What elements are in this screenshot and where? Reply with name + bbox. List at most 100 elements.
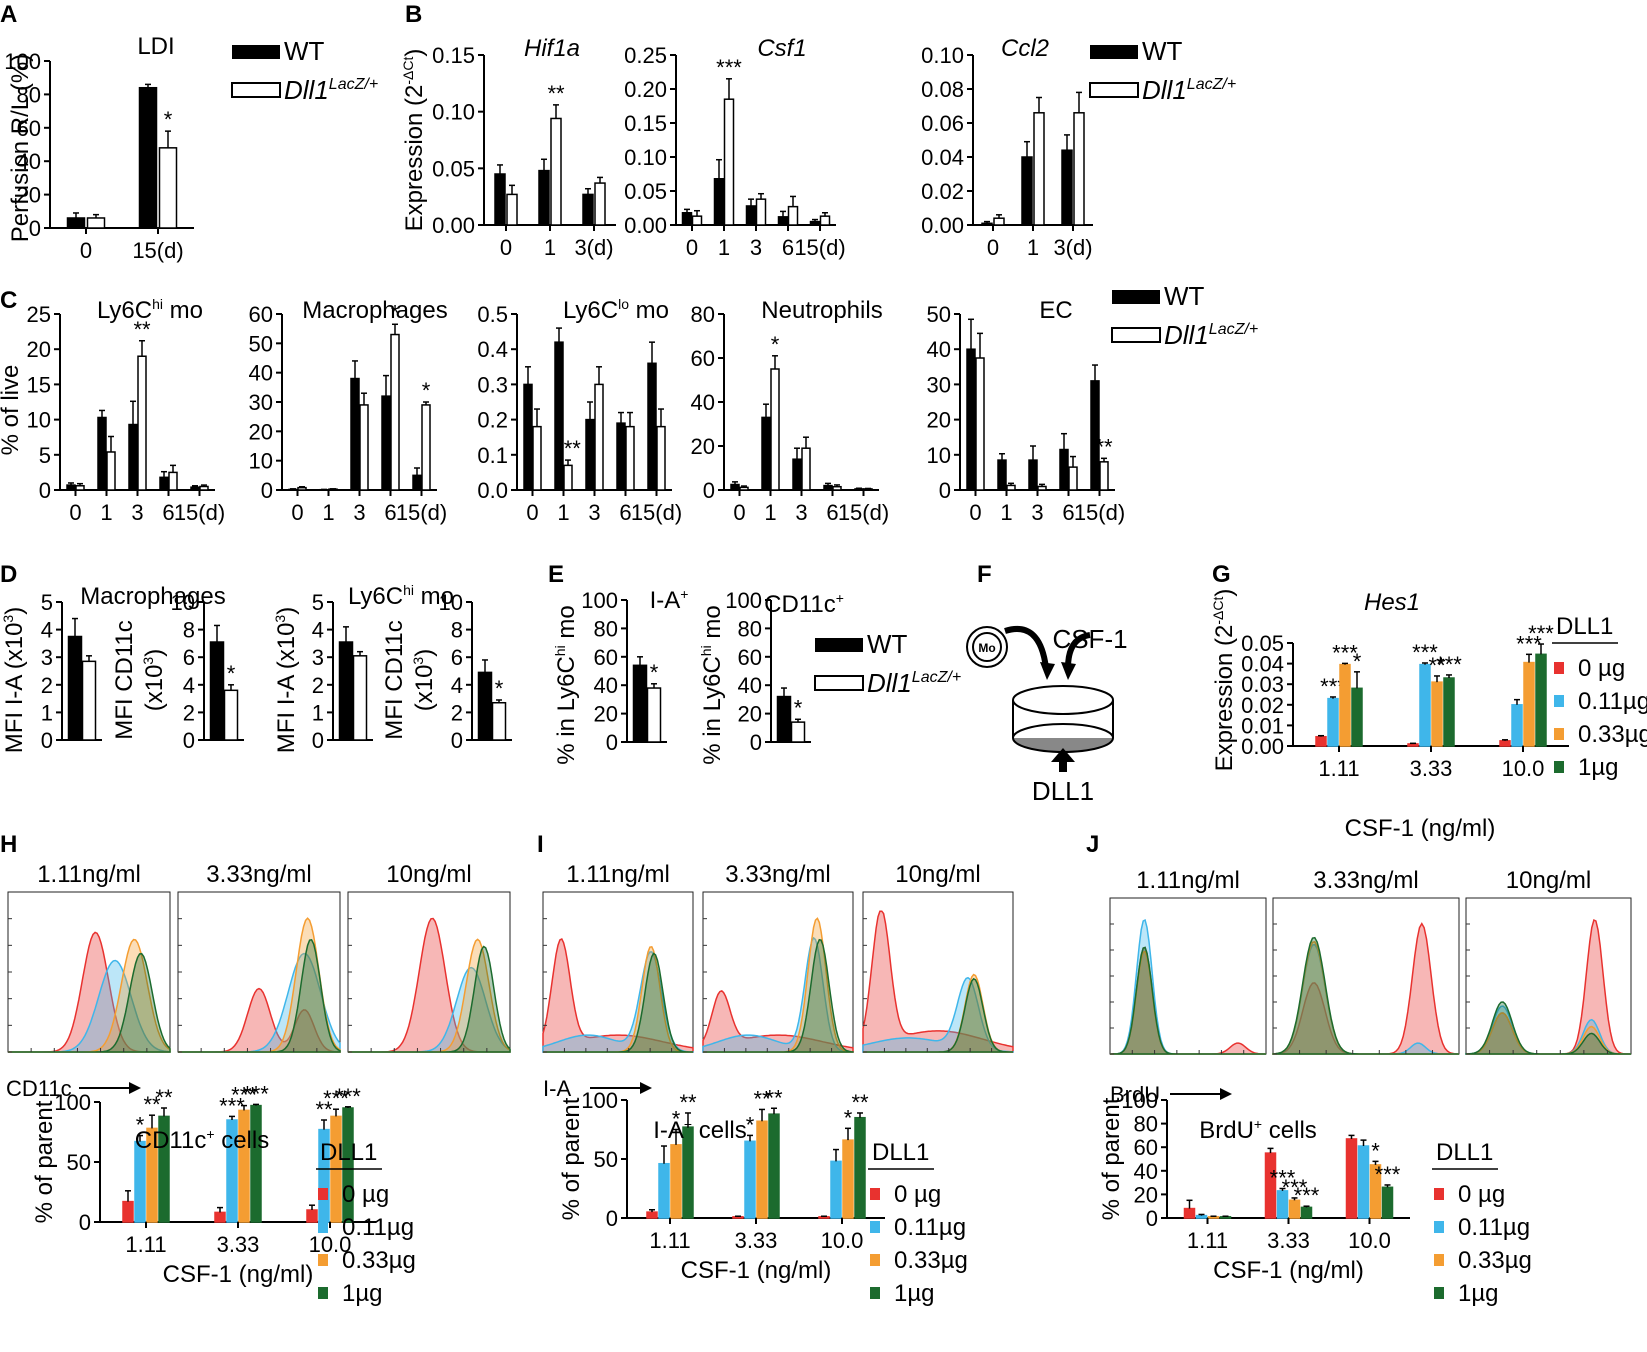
text-span: LacZ/+ [1187,76,1236,93]
y-tick-label: 40 [691,390,715,415]
x-tick-label: 1 [100,500,112,525]
significance-label: *** [335,1084,361,1109]
text-span: hi [552,645,568,656]
y-tick-label: 30 [927,372,951,397]
y-tick-label: 50 [594,1147,618,1172]
text-span: mo [553,605,580,645]
bar-033g [1339,663,1351,747]
y-tick-label: 0.05 [1241,631,1284,656]
bar-dll1lacz [158,147,178,229]
legend-label: 0 µg [342,1181,389,1208]
y-tick-label: 0 [261,478,273,503]
significance-label: *** [243,1081,269,1106]
text-span: Dll1 [1142,75,1187,105]
legend-label: 1µg [894,1280,935,1307]
histogram-curve [702,990,854,1053]
panel-label: E [548,561,564,588]
text-span: 3 [272,615,288,623]
y-tick-label: 0 [703,478,715,503]
text-span: hi [403,582,414,598]
y-tick-label: 1 [312,700,324,725]
x-tick-label: 1 [1000,500,1012,525]
legend-swatch-dll1 [814,675,864,691]
text-span: mo [629,297,669,324]
legend-swatch-dll1 [1111,327,1161,343]
x-tick-label: 10.0 [1348,1228,1391,1253]
text-span: + [684,1116,692,1132]
x-tick-label: 3.33 [735,1228,778,1253]
bar-011g [830,1160,842,1219]
significance-label: * [746,1112,755,1137]
y-tick-label: 0.02 [1241,693,1284,718]
y-tick-label: 0.3 [477,372,508,397]
chart-title: Ly6Chi mo [97,296,203,324]
x-axis-label: CSF-1 (ng/ml) [1345,815,1496,842]
histogram-plot: 10ng/ml [862,861,1014,1053]
panel-label: C [0,287,17,314]
x-tick-label: 1.11 [649,1228,690,1253]
bar-0g [1407,743,1419,747]
bar-dll1lacz [790,721,806,743]
legend-label: 1µg [342,1280,383,1307]
bar-wt [616,422,626,491]
chart-title: BrdU+ cells [1199,1116,1317,1144]
histogram-plot: 10ng/ml [347,861,511,1053]
y-tick-label: 0.10 [432,100,475,125]
y-tick-label: 0 [939,478,951,503]
histogram-plot: 3.33ng/ml [702,861,854,1053]
bar-dll1lacz [646,687,662,743]
histogram-axis-label: BrdU [1110,1082,1232,1107]
text-span: lo [618,296,629,312]
bar-1g [768,1113,780,1219]
bar-dll1lacz [1068,466,1078,491]
y-tick-label: 20 [249,419,273,444]
x-tick-label: 6 [619,500,631,525]
text-span: + [1254,1116,1262,1132]
y-tick-label: 2 [312,673,324,698]
x-tick-label: 10.0 [309,1232,352,1257]
x-tick-label: 1 [1027,235,1039,260]
bar-wt [809,220,821,226]
bar-1g [1535,653,1547,747]
chart-C4: 0 20 40 60 80 0 * 1 3 6 15(d) [691,302,890,525]
legend-label: 0.11µg [894,1214,966,1241]
bar-dll1lacz [739,486,749,491]
bar-wt [554,341,564,491]
y-tick-label: 3 [312,645,324,670]
x-tick-label: 3 [750,235,762,260]
legend-label-dll1: Dll1LacZ/+ [1164,320,1258,350]
legend-swatch [318,1287,328,1299]
y-tick-label: 80 [17,82,41,107]
histogram-title: 10ng/ml [1506,867,1591,894]
x-tick-label: 1 [544,235,556,260]
y-tick-label: 1 [41,700,53,725]
histogram-axis-label: CD11c [6,1076,141,1101]
y-tick-label: 20 [594,702,618,727]
bar-0g [1315,735,1327,747]
y-axis-label: Expression (2-ΔCt) [1210,589,1238,772]
axis-arrow-icon [640,1082,652,1094]
significance-label: * [1353,649,1362,674]
y-tick-label: 40 [927,337,951,362]
bar-dll1lacz [1073,112,1085,226]
x-tick-label: 1 [764,500,776,525]
chart-title: Ly6Chi mo [348,582,454,610]
bar-wt [190,486,200,491]
significance-label: ** [679,1090,697,1115]
bar-wt [338,641,354,741]
chart-D1: 0 12 34 5 [41,590,102,753]
y-tick-label: 0 [41,728,53,753]
x-tick-label: 6 [384,500,396,525]
text-span: Neutrophils [761,297,882,324]
text-span: CD11c [764,591,836,618]
histogram-frame [347,891,511,1053]
legend-title: DLL1 [320,1139,377,1166]
arrowhead-icon [1051,748,1075,762]
y-axis-label: Expression (2-ΔCt) [400,49,428,232]
x-tick-label: 3 [131,500,143,525]
text-span: -ΔCt [1210,597,1226,625]
y-tick-label: 0 [606,730,618,755]
legend-swatch [870,1254,880,1266]
y-tick-label: 100 [1121,1088,1158,1113]
